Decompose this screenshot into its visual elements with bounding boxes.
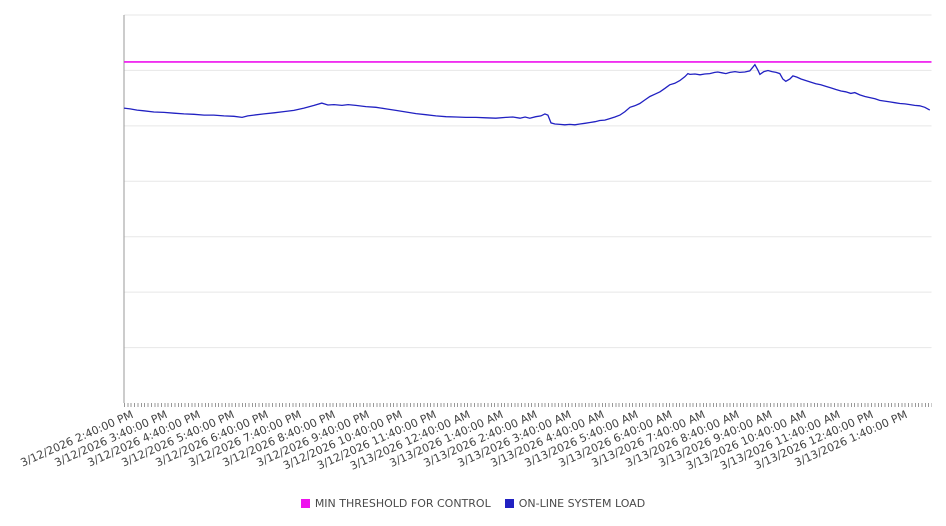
x-axis-minor-ticks — [124, 403, 932, 407]
legend: MIN THRESHOLD FOR CONTROL ON-LINE SYSTEM… — [0, 497, 946, 510]
legend-label-system-load: ON-LINE SYSTEM LOAD — [518, 497, 646, 510]
system-load-line — [123, 63, 931, 126]
legend-item-min-threshold[interactable]: MIN THRESHOLD FOR CONTROL — [300, 497, 491, 510]
system-load-swatch-icon — [504, 499, 514, 508]
min-threshold-swatch-icon — [300, 499, 310, 508]
legend-label-min-threshold: MIN THRESHOLD FOR CONTROL — [314, 497, 491, 510]
legend-item-system-load[interactable]: ON-LINE SYSTEM LOAD — [504, 497, 646, 510]
